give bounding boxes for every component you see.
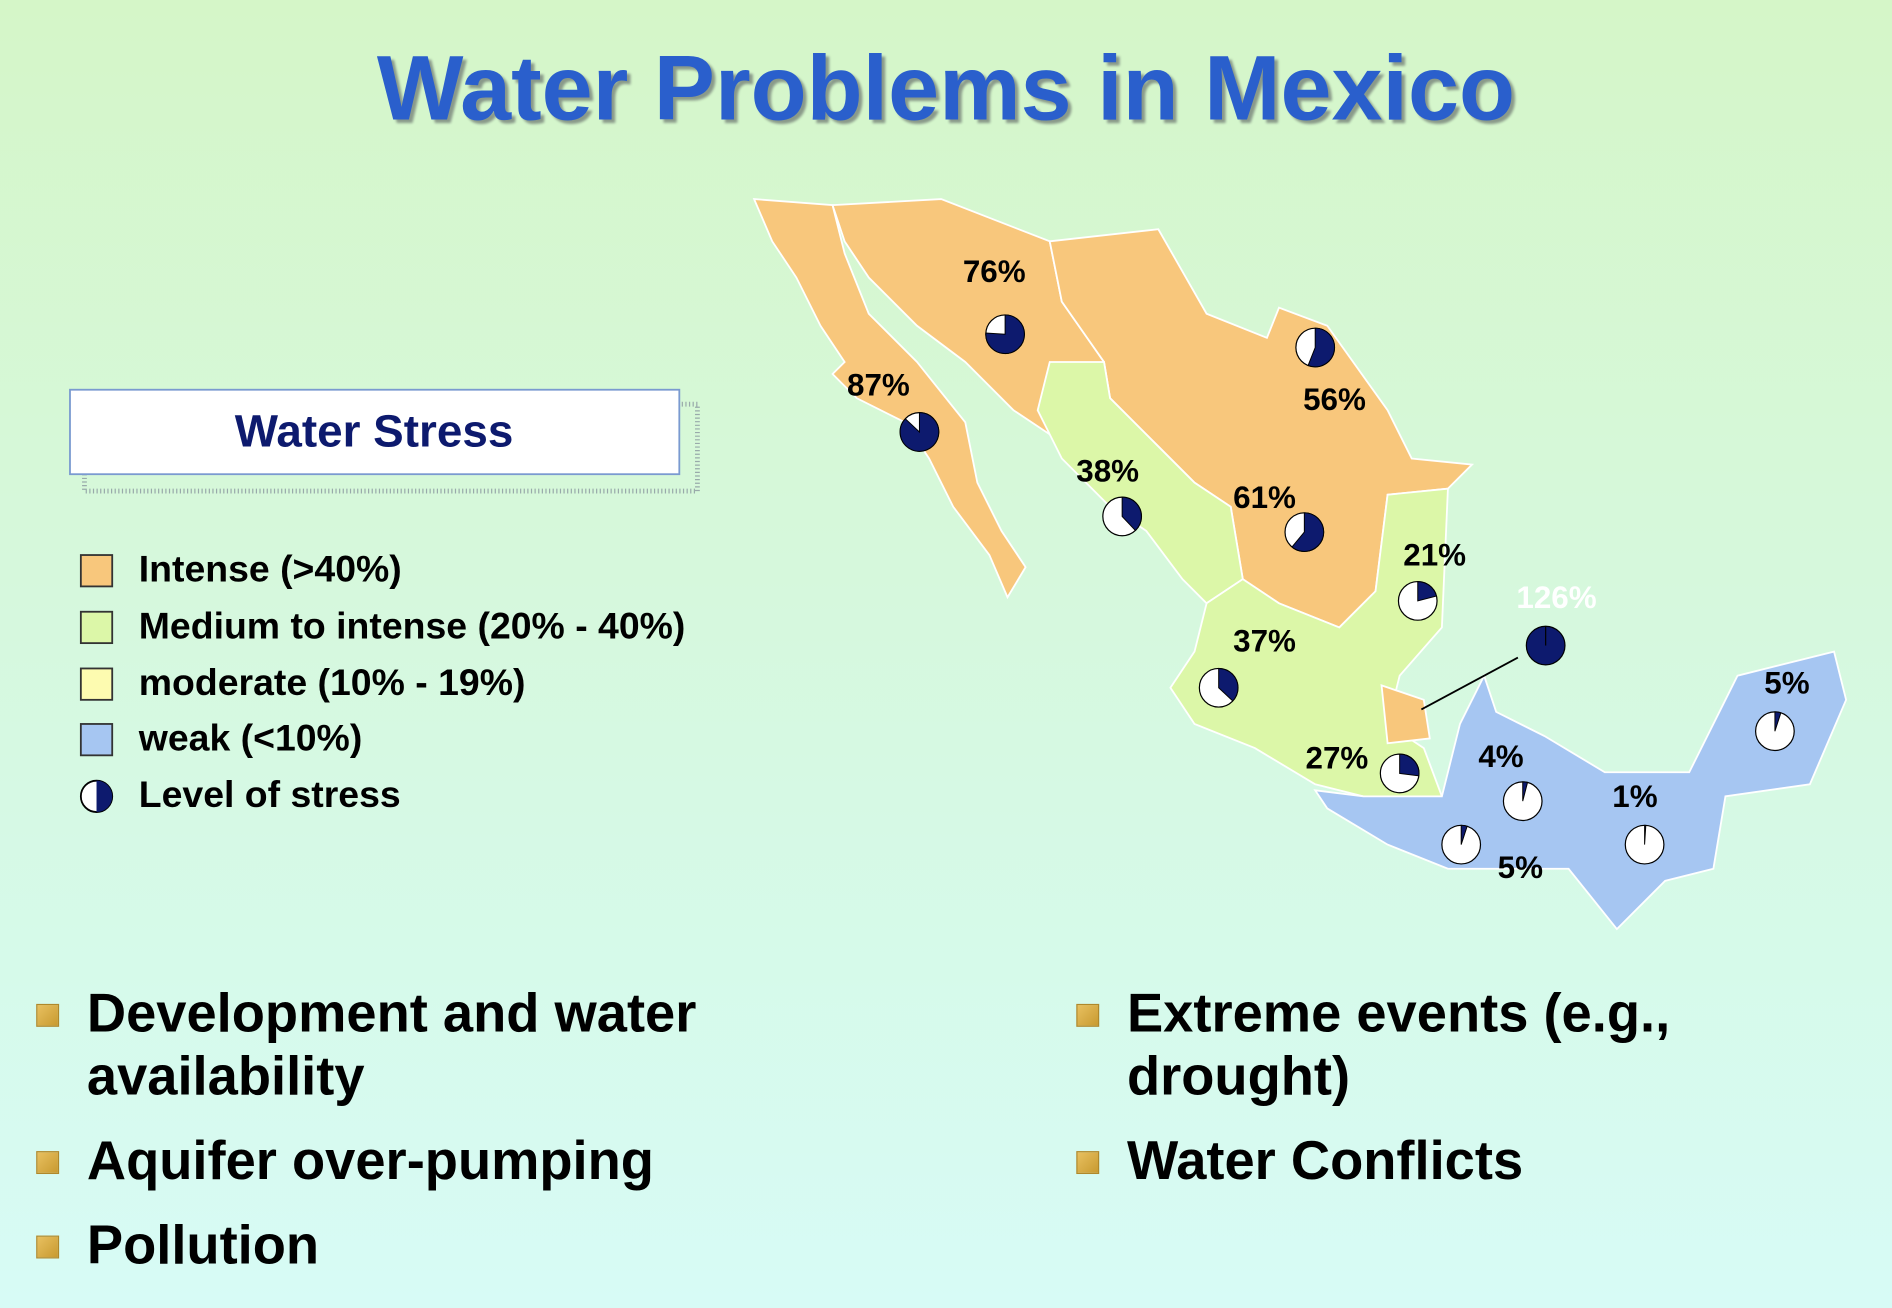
leader-line <box>1420 656 1519 711</box>
stress-pie <box>1291 512 1325 552</box>
legend-label: Level of stress <box>138 773 401 816</box>
slide-title: Water Problems in Mexico <box>376 37 1516 140</box>
stress-label: 56% <box>1303 382 1366 417</box>
bullet-icon <box>36 1235 60 1259</box>
bullet-text: Development and water availability <box>86 982 697 1107</box>
stress-pie <box>1522 781 1529 802</box>
stress-label: 87% <box>847 368 910 403</box>
stress-label: 38% <box>1076 453 1139 488</box>
legend-label: weak (<10%) <box>138 716 363 759</box>
bullet-icon <box>36 1003 60 1027</box>
legend-icons <box>79 779 114 813</box>
region-shape <box>752 198 1027 600</box>
legend-box-shadow <box>82 401 700 494</box>
stress-label: 126% <box>1516 580 1596 615</box>
stress-pie <box>1121 496 1142 532</box>
stress-pie <box>1218 667 1239 702</box>
stress-pie <box>1774 711 1782 732</box>
stress-pie <box>899 412 940 452</box>
legend-swatch <box>79 667 114 701</box>
stress-label: 61% <box>1233 480 1296 515</box>
legend-swatch <box>79 723 114 757</box>
bullet-text: Water Conflicts <box>1126 1129 1524 1191</box>
legend-label: moderate (10% - 19%) <box>138 661 526 704</box>
stress-label: 27% <box>1306 740 1369 775</box>
legend-pie-wedge <box>96 780 113 813</box>
map-regions <box>752 198 1848 931</box>
bullet-text: Aquifer over-pumping <box>86 1129 654 1191</box>
stress-pie <box>985 314 1025 355</box>
stress-pie <box>1644 824 1647 845</box>
legend-box: Water Stress <box>69 388 700 494</box>
stress-label: 21% <box>1403 538 1466 573</box>
bullet-icon <box>1076 1151 1100 1175</box>
bullet-text: Extreme events (e.g., drought) <box>1126 982 1671 1107</box>
stress-label: 4% <box>1478 739 1523 774</box>
stress-pie <box>1307 327 1335 368</box>
legend-box-frame <box>69 388 681 476</box>
bullet-text: Pollution <box>86 1213 320 1276</box>
bullet-icon <box>1076 1003 1100 1027</box>
legend-label: Medium to intense (20% - 40%) <box>138 604 686 647</box>
legend-label: Intense (>40%) <box>138 547 402 591</box>
legend-swatch <box>79 610 114 645</box>
legend-title: Water Stress <box>235 404 514 456</box>
region-shape <box>1313 650 1848 931</box>
bullet-icon <box>36 1151 60 1175</box>
stress-pie <box>1417 581 1438 602</box>
stress-pie <box>1399 753 1420 777</box>
stress-label: 5% <box>1764 666 1809 701</box>
stress-label: 76% <box>963 254 1026 289</box>
stress-label: 37% <box>1233 623 1296 658</box>
stress-pie <box>1460 824 1468 845</box>
stress-label: 1% <box>1612 779 1657 814</box>
legend-swatch <box>79 554 114 588</box>
region-shape <box>1380 684 1431 745</box>
stress-label: 5% <box>1498 850 1543 885</box>
